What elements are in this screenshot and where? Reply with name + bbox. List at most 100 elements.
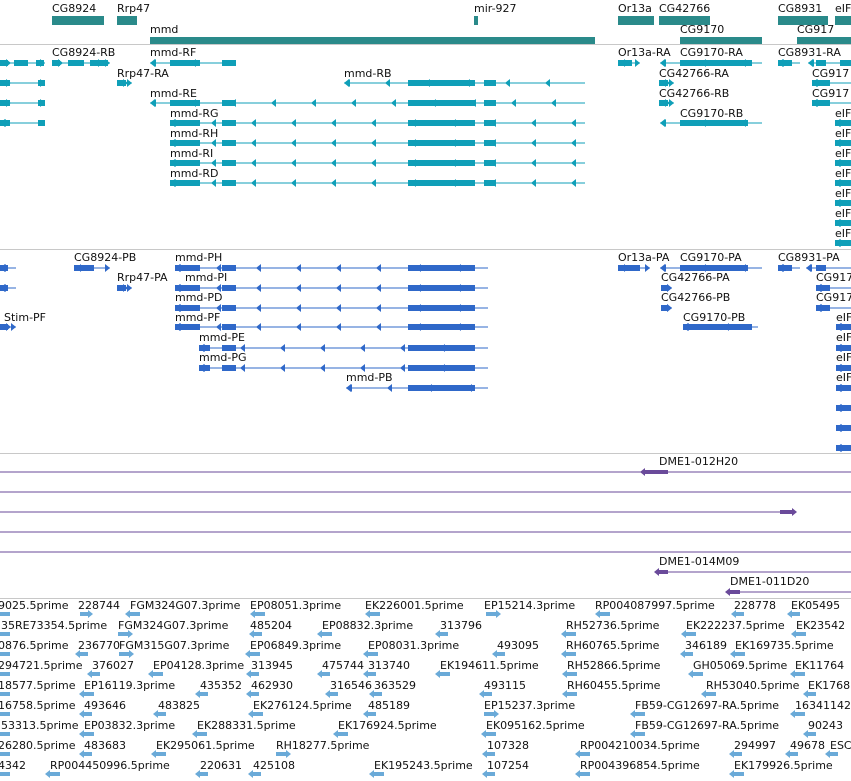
est-feature[interactable] — [795, 712, 805, 716]
transcripts-exon[interactable] — [835, 220, 851, 226]
proteins-direction-arrow[interactable] — [240, 364, 245, 372]
est-feature[interactable] — [276, 752, 286, 756]
est-feature[interactable] — [600, 612, 610, 616]
transcripts-direction-arrow[interactable] — [431, 99, 436, 107]
est-feature[interactable] — [830, 752, 838, 756]
proteins-exon[interactable] — [836, 345, 851, 351]
est-arrow[interactable] — [246, 670, 251, 678]
transcripts-exon[interactable] — [835, 140, 851, 146]
est-arrow[interactable] — [791, 630, 796, 638]
est-arrow[interactable] — [79, 710, 84, 718]
est-feature[interactable] — [251, 692, 259, 696]
est-feature[interactable] — [487, 752, 495, 756]
est-feature[interactable] — [84, 732, 94, 736]
est-arrow[interactable] — [363, 710, 368, 718]
est-arrow[interactable] — [151, 750, 156, 758]
est-feature[interactable] — [566, 652, 576, 656]
proteins-direction-arrow[interactable] — [336, 323, 341, 331]
est-feature[interactable] — [330, 692, 338, 696]
transcripts-exon[interactable] — [835, 240, 851, 246]
proteins-direction-arrow[interactable] — [296, 264, 301, 272]
proteins-exon[interactable] — [680, 265, 748, 271]
transcripts-end-arrow[interactable] — [127, 79, 132, 87]
est-feature[interactable] — [484, 712, 494, 716]
proteins-direction-arrow[interactable] — [296, 323, 301, 331]
transcripts-end-arrow[interactable] — [170, 159, 175, 167]
transcripts-exon[interactable] — [816, 60, 826, 66]
transcripts-exon[interactable] — [484, 160, 496, 166]
transcripts-direction-arrow[interactable] — [665, 79, 670, 87]
proteins-direction-arrow[interactable] — [416, 304, 421, 312]
gene-feature[interactable] — [150, 37, 595, 44]
proteins-direction-arrow[interactable] — [427, 384, 432, 392]
proteins-direction-arrow[interactable] — [256, 323, 261, 331]
est-feature[interactable] — [80, 612, 88, 616]
proteins-end-arrow[interactable] — [0, 264, 5, 272]
proteins-exon[interactable] — [408, 285, 475, 291]
proteins-direction-arrow[interactable] — [360, 364, 365, 372]
transcripts-direction-arrow[interactable] — [665, 99, 670, 107]
est-arrow[interactable] — [195, 770, 200, 778]
proteins-exon[interactable] — [408, 305, 475, 311]
proteins-direction-arrow[interactable] — [456, 304, 461, 312]
est-feature[interactable] — [0, 652, 10, 656]
transcripts-direction-arrow[interactable] — [291, 179, 296, 187]
transcripts-exon[interactable] — [222, 60, 236, 66]
transcripts-direction-arrow[interactable] — [191, 59, 196, 67]
gene-feature[interactable] — [117, 16, 137, 25]
est-arrow[interactable] — [333, 730, 338, 738]
transcripts-direction-arrow[interactable] — [211, 119, 216, 127]
proteins-end-arrow[interactable] — [836, 384, 841, 392]
transcripts-exon[interactable] — [170, 120, 200, 126]
proteins-end-arrow[interactable] — [836, 404, 841, 412]
est-arrow[interactable] — [45, 770, 50, 778]
transcripts-end-arrow[interactable] — [170, 179, 175, 187]
transcripts-end-arrow[interactable] — [835, 159, 840, 167]
est-feature[interactable] — [686, 632, 696, 636]
est-arrow[interactable] — [365, 610, 370, 618]
transcripts-exon[interactable] — [170, 60, 200, 66]
transcripts-end-arrow[interactable] — [669, 79, 674, 87]
proteins-end-arrow[interactable] — [660, 264, 665, 272]
est-arrow[interactable] — [317, 670, 322, 678]
transcripts-end-arrow[interactable] — [660, 59, 665, 67]
transcripts-direction-arrow[interactable] — [351, 99, 356, 107]
proteins-end-arrow[interactable] — [836, 364, 841, 372]
transcripts-direction-arrow[interactable] — [491, 139, 496, 147]
clone-arrow[interactable] — [640, 468, 645, 476]
transcripts-exon[interactable] — [0, 80, 10, 86]
transcripts-exon[interactable] — [812, 80, 830, 86]
transcripts-exon[interactable] — [222, 140, 236, 146]
transcripts-direction-arrow[interactable] — [451, 179, 456, 187]
est-arrow[interactable] — [79, 750, 84, 758]
proteins-end-arrow[interactable] — [816, 304, 821, 312]
transcripts-exon[interactable] — [835, 120, 851, 126]
est-feature[interactable] — [566, 632, 576, 636]
proteins-end-arrow[interactable] — [127, 284, 132, 292]
est-feature[interactable] — [322, 672, 330, 676]
proteins-exon[interactable] — [836, 324, 851, 330]
transcripts-exon[interactable] — [840, 60, 851, 66]
transcripts-end-arrow[interactable] — [635, 59, 640, 67]
proteins-direction-arrow[interactable] — [701, 264, 706, 272]
transcripts-direction-arrow[interactable] — [465, 79, 470, 87]
transcripts-direction-arrow[interactable] — [271, 99, 276, 107]
proteins-exon[interactable] — [222, 265, 236, 271]
est-feature[interactable] — [795, 672, 805, 676]
transcripts-exon[interactable] — [408, 180, 475, 186]
est-arrow[interactable] — [192, 730, 197, 738]
proteins-direction-arrow[interactable] — [456, 323, 461, 331]
proteins-exon[interactable] — [222, 285, 236, 291]
transcripts-direction-arrow[interactable] — [411, 119, 416, 127]
transcripts-end-arrow[interactable] — [812, 99, 817, 107]
est-feature[interactable] — [84, 752, 92, 756]
est-feature[interactable] — [84, 712, 92, 716]
transcripts-direction-arrow[interactable] — [425, 79, 430, 87]
transcripts-exon[interactable] — [484, 180, 496, 186]
gene-feature[interactable] — [618, 16, 654, 25]
est-arrow[interactable] — [363, 670, 368, 678]
proteins-direction-arrow[interactable] — [216, 304, 221, 312]
est-feature[interactable] — [200, 692, 208, 696]
transcripts-exon[interactable] — [170, 180, 200, 186]
